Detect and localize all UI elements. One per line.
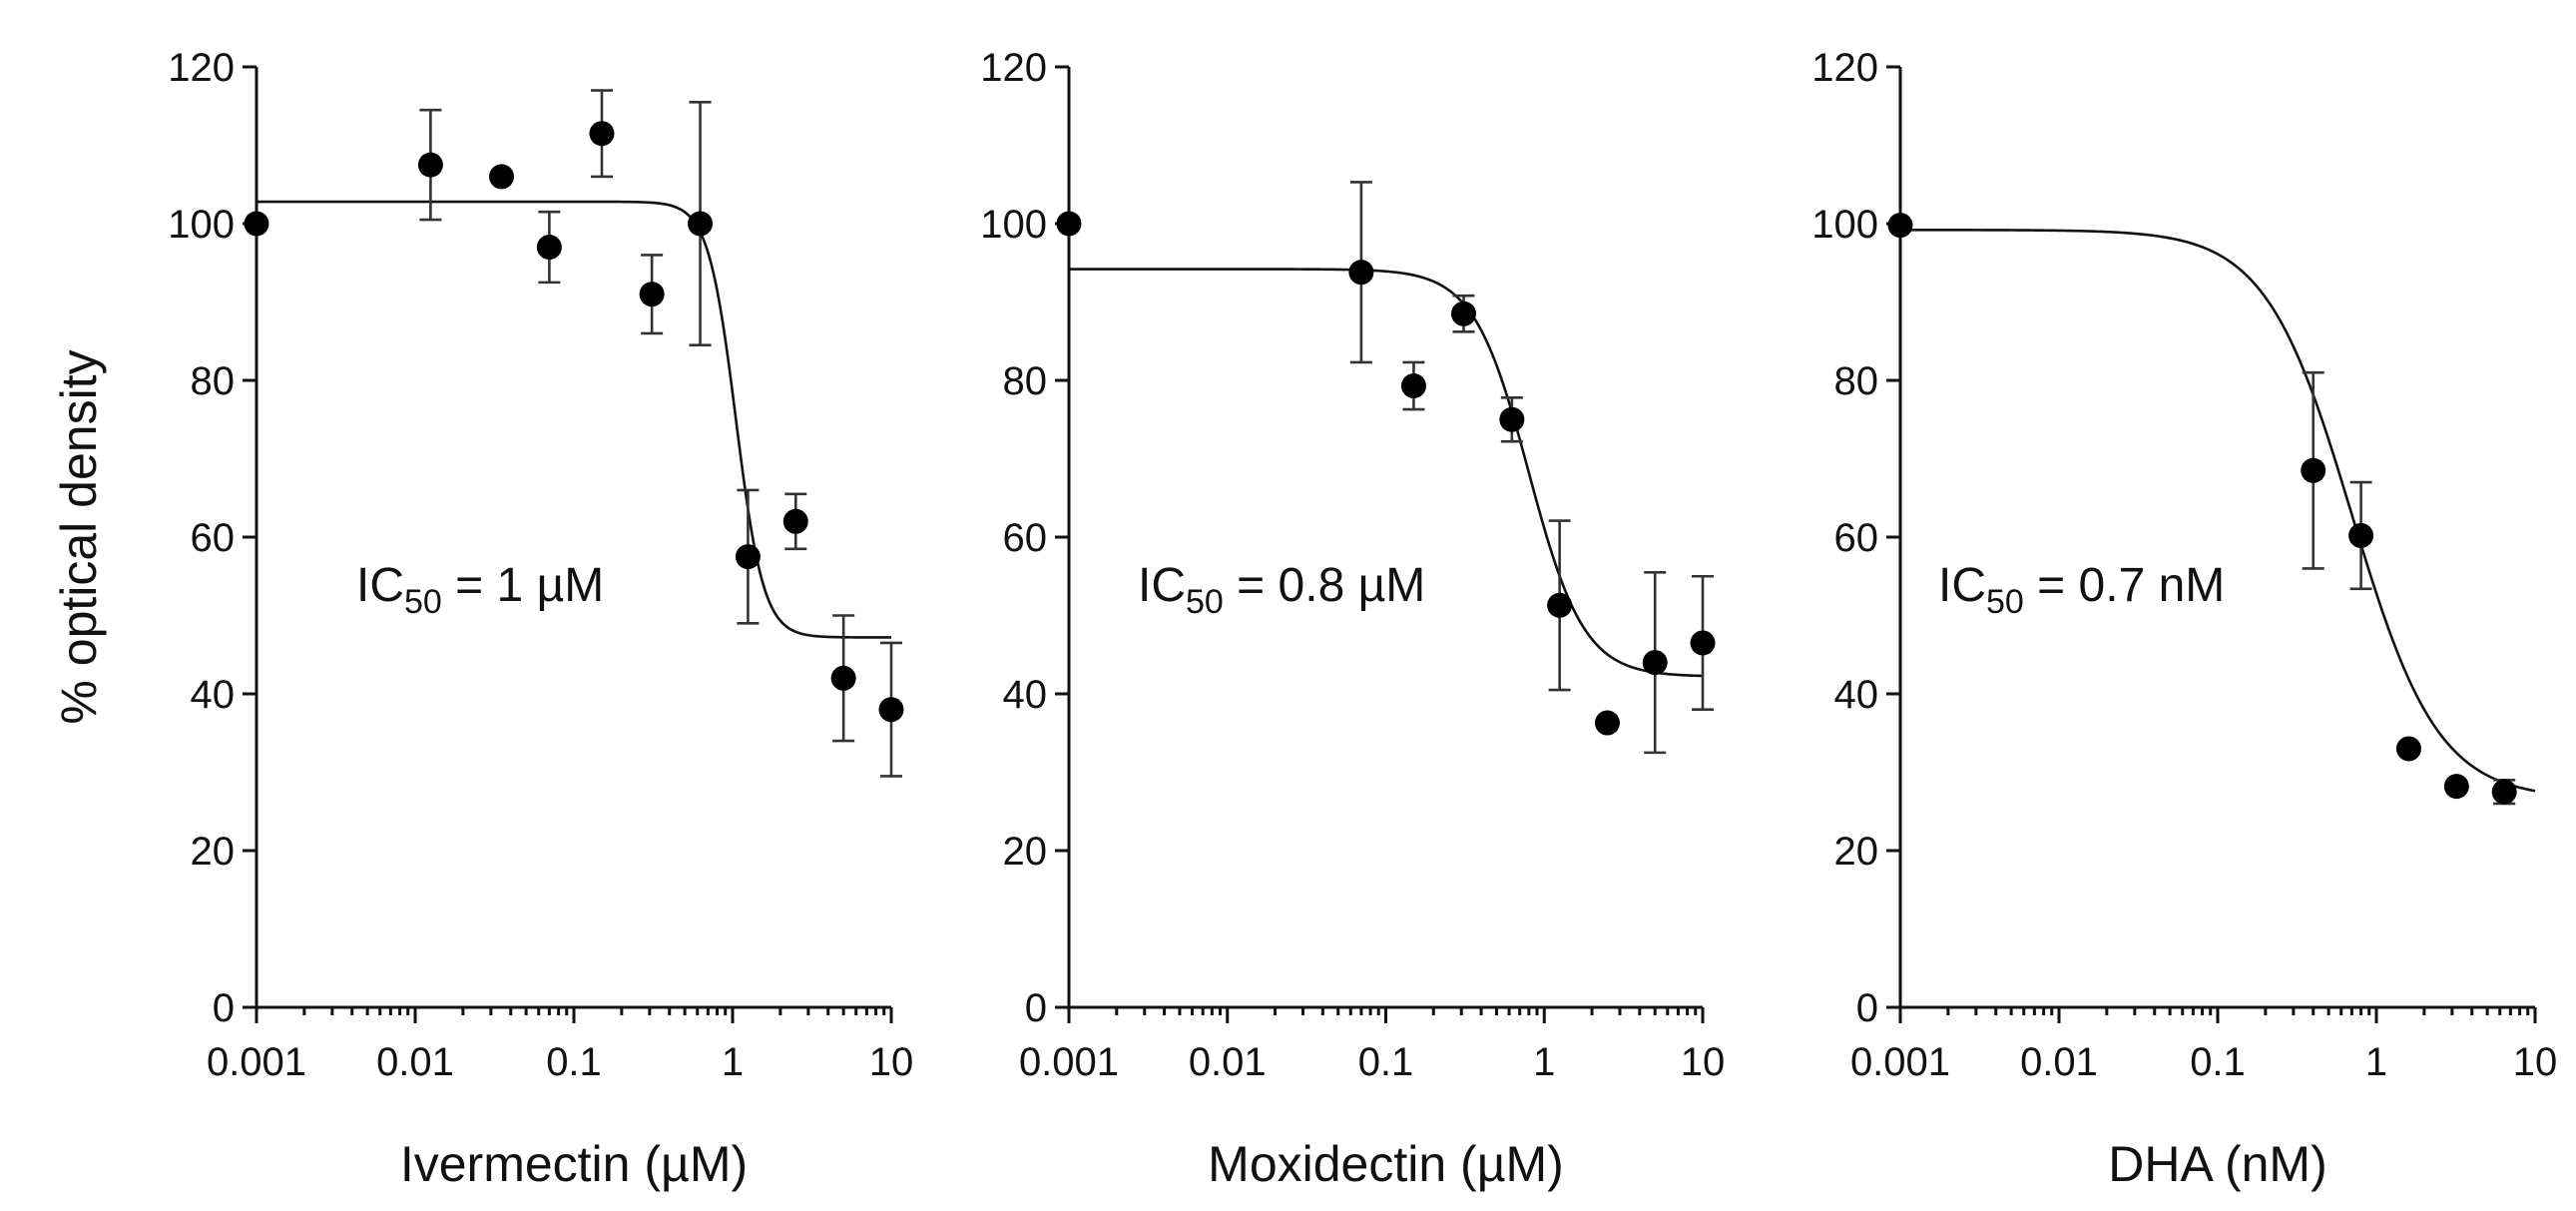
ic50-value: = 0.7 nM	[2024, 559, 2225, 612]
panel-ivermectin: 0 20 40 60 80 100 120 0.001 0.01 0.1 1 10 Ivermectin…	[51, 46, 913, 1192]
y-tick-label: 20	[191, 830, 236, 874]
data-point	[244, 211, 269, 237]
ic50-prefix: IC	[1138, 559, 1186, 612]
y-tick-label: 80	[1003, 359, 1048, 403]
y-tick-label: 40	[1834, 673, 1879, 717]
data-point	[830, 665, 856, 691]
y-tick-label: 60	[191, 516, 236, 560]
data-point	[1547, 592, 1573, 618]
y-tick-label: 40	[1003, 673, 1048, 717]
x-tick-label: 1	[722, 1040, 744, 1084]
data-point	[1400, 372, 1426, 398]
x-tick-label: 0.01	[376, 1040, 454, 1084]
data-point	[1642, 650, 1668, 676]
x-axis-title: DHA (nM)	[2108, 1136, 2326, 1192]
data-point	[489, 164, 515, 190]
data-point	[639, 282, 665, 307]
x-tick-label: 0.01	[1189, 1040, 1267, 1084]
y-tick-label: 20	[1003, 830, 1048, 874]
y-tick-label: 0	[213, 986, 235, 1030]
ic50-annotation: IC50 = 0.7 nM	[1938, 559, 2225, 621]
y-axis-title: % optical density	[51, 349, 107, 724]
data-point	[2491, 779, 2517, 805]
data-point	[735, 544, 761, 570]
ic50-subscript: 50	[1986, 583, 2024, 621]
data-point	[417, 152, 443, 178]
data-point	[2301, 457, 2326, 483]
ic50-subscript: 50	[404, 583, 442, 621]
y-tick-label: 60	[1834, 516, 1879, 560]
x-tick-label: 10	[869, 1040, 914, 1084]
y-tick-label: 100	[980, 203, 1047, 247]
y-tick-label: 80	[1834, 359, 1879, 403]
ic50-value: = 1 µM	[442, 559, 604, 612]
data-point	[536, 235, 562, 261]
ic50-annotation: IC50 = 1 µM	[356, 559, 604, 621]
panel-moxidectin: 0 20 40 60 80 100 120 0.001 0.01 0.1 1 10 Moxidectin…	[980, 46, 1725, 1192]
x-tick-label: 0.1	[546, 1040, 602, 1084]
panel-dha: 0 20 40 60 80 100 120 0.001 0.01 0.1 1 10 DHA (nM) IC…	[1811, 46, 2557, 1192]
data-point	[1499, 406, 1525, 432]
x-axis-title: Moxidectin (µM)	[1208, 1136, 1564, 1192]
data-point	[1451, 301, 1477, 326]
fit-curve	[257, 200, 891, 639]
data-point	[2348, 522, 2374, 548]
x-tick-label: 1	[1533, 1040, 1555, 1084]
x-axis-title: Ivermectin (µM)	[400, 1136, 748, 1192]
data-point	[2443, 774, 2469, 800]
y-tick-label: 60	[1003, 516, 1048, 560]
y-tick-label: 0	[1025, 986, 1047, 1030]
data-point	[1887, 213, 1913, 239]
y-tick-label: 0	[1856, 986, 1878, 1030]
data-point	[1690, 630, 1716, 656]
y-tick-label: 120	[168, 46, 235, 90]
ic50-prefix: IC	[356, 559, 404, 612]
ic50-prefix: IC	[1938, 559, 1986, 612]
x-tick-label: 0.001	[1019, 1040, 1119, 1084]
x-tick-label: 10	[1681, 1040, 1726, 1084]
x-tick-label: 0.1	[2190, 1040, 2246, 1084]
fit-curve	[1069, 268, 1704, 678]
ic50-annotation: IC50 = 0.8 µM	[1138, 559, 1425, 621]
y-tick-label: 40	[191, 673, 236, 717]
ic50-value: = 0.8 µM	[1224, 559, 1425, 612]
x-tick-label: 10	[2513, 1040, 2558, 1084]
x-tick-label: 1	[2365, 1040, 2387, 1084]
y-tick-label: 120	[1811, 46, 1878, 90]
data-point	[1348, 260, 1374, 286]
ic50-subscript: 50	[1186, 583, 1224, 621]
data-point	[688, 211, 714, 237]
data-point	[589, 121, 615, 147]
data-point	[1056, 211, 1082, 237]
data-point	[782, 508, 808, 534]
y-tick-label: 120	[980, 46, 1047, 90]
data-point	[2395, 736, 2421, 762]
y-tick-label: 20	[1834, 830, 1879, 874]
x-tick-label: 0.001	[207, 1040, 306, 1084]
data-point	[1594, 710, 1620, 736]
y-tick-label: 100	[1811, 203, 1878, 247]
fit-curve	[1900, 229, 2536, 793]
data-point	[878, 697, 904, 723]
x-tick-label: 0.001	[1850, 1040, 1950, 1084]
x-tick-label: 0.01	[2020, 1040, 2098, 1084]
y-tick-label: 100	[168, 203, 235, 247]
y-tick-label: 80	[191, 359, 236, 403]
x-tick-label: 0.1	[1358, 1040, 1414, 1084]
